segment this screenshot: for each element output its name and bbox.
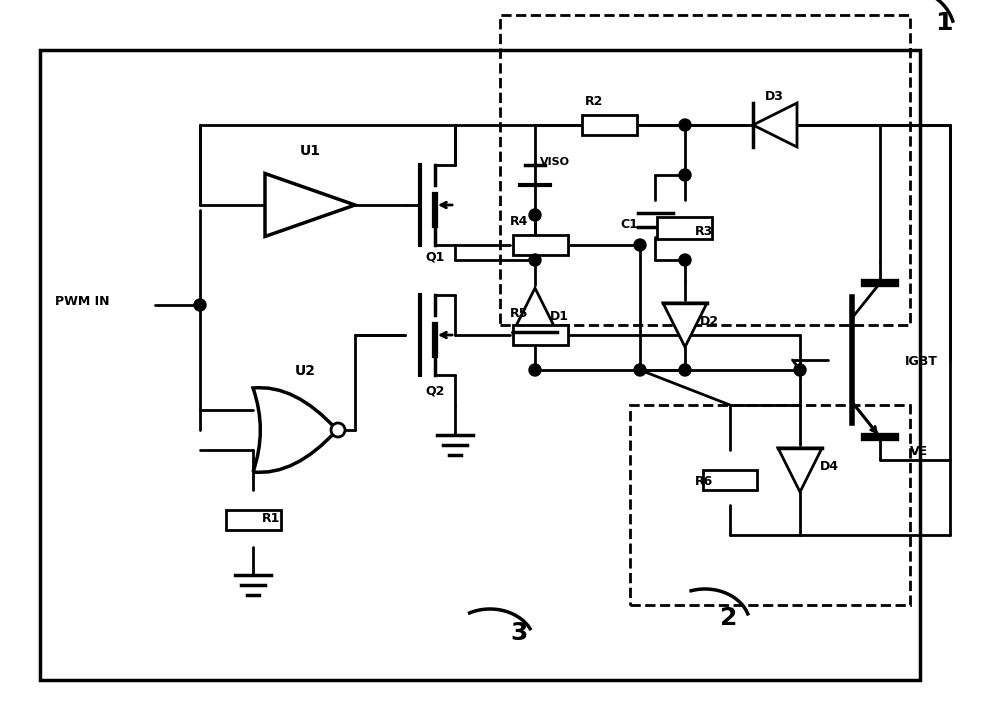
Circle shape — [679, 364, 691, 376]
PathPatch shape — [253, 388, 337, 472]
Text: D1: D1 — [550, 310, 569, 323]
Polygon shape — [753, 103, 797, 147]
FancyBboxPatch shape — [512, 325, 568, 345]
FancyBboxPatch shape — [582, 115, 637, 135]
Polygon shape — [265, 173, 355, 236]
Text: R5: R5 — [510, 307, 528, 320]
Polygon shape — [513, 288, 557, 332]
FancyBboxPatch shape — [226, 510, 280, 530]
Text: C1: C1 — [620, 218, 638, 231]
Text: R4: R4 — [510, 215, 528, 228]
Circle shape — [529, 254, 541, 266]
Circle shape — [634, 239, 646, 251]
FancyBboxPatch shape — [702, 470, 758, 490]
Circle shape — [529, 364, 541, 376]
Text: D2: D2 — [700, 315, 719, 328]
Circle shape — [794, 364, 806, 376]
Circle shape — [679, 254, 691, 266]
Text: U1: U1 — [300, 144, 321, 158]
FancyBboxPatch shape — [657, 217, 712, 239]
Text: PWM IN: PWM IN — [55, 295, 110, 308]
Text: IGBT: IGBT — [905, 355, 938, 368]
Text: D4: D4 — [820, 460, 839, 473]
Circle shape — [529, 209, 541, 221]
Text: R2: R2 — [585, 95, 603, 108]
Text: 1: 1 — [935, 11, 952, 35]
Text: 2: 2 — [720, 606, 737, 630]
Circle shape — [679, 169, 691, 181]
Text: Q1: Q1 — [425, 250, 444, 263]
Circle shape — [634, 364, 646, 376]
Text: 3: 3 — [510, 621, 527, 645]
Text: Q2: Q2 — [425, 385, 444, 398]
Polygon shape — [778, 448, 822, 492]
Text: VE: VE — [910, 445, 928, 458]
Text: D3: D3 — [765, 90, 784, 103]
Text: VISO: VISO — [540, 157, 570, 167]
FancyBboxPatch shape — [512, 235, 568, 255]
Text: U2: U2 — [295, 364, 316, 378]
Text: R3: R3 — [695, 225, 713, 238]
Text: R1: R1 — [262, 512, 280, 525]
FancyBboxPatch shape — [40, 50, 920, 680]
Text: R6: R6 — [695, 475, 713, 488]
Circle shape — [331, 423, 345, 437]
Circle shape — [194, 299, 206, 311]
Circle shape — [679, 119, 691, 131]
Polygon shape — [663, 303, 707, 347]
